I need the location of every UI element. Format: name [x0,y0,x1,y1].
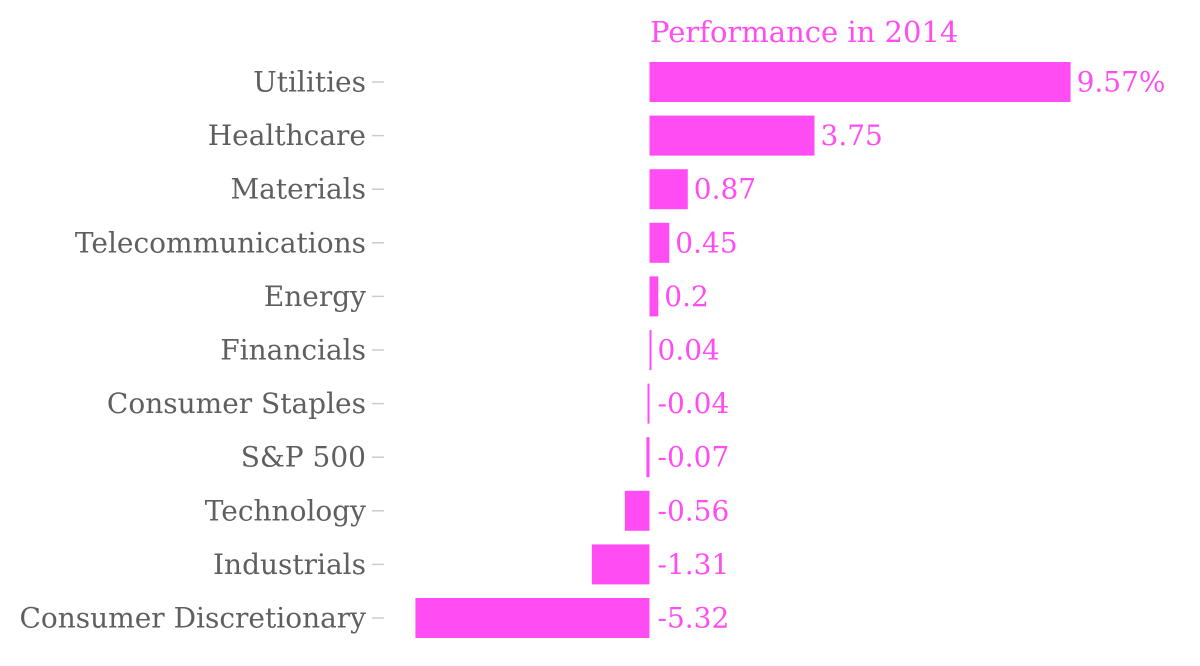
value-label-healthcare: 3.75 [821,119,883,152]
bars [415,62,1071,638]
value-label-industrials: -1.31 [658,548,730,581]
value-label-energy: 0.2 [664,280,709,313]
category-label-materials: Materials [230,173,366,206]
bar-materials [649,169,688,210]
value-label-utilities: 9.57% [1077,66,1166,99]
value-labels: 9.57% 3.75 0.87 0.45 0.2 0.04 -0.04 -0.07 -0.56 -… [658,66,1166,635]
category-label-financials: Financials [220,334,366,367]
category-label-industrials: Industrials [213,548,366,581]
value-label-materials: 0.87 [694,173,756,206]
bar-consumer-staples [647,383,650,424]
chart-title: Performance in 2014 [650,15,958,49]
category-label-s-p-500: S&P 500 [241,441,366,474]
value-label-s-p-500: -0.07 [658,441,730,474]
bar-healthcare [649,115,815,156]
value-label-consumer-staples: -0.04 [658,387,730,420]
bar-industrials [591,544,650,585]
bar-utilities [649,62,1071,102]
bar-s-p-500 [646,437,650,478]
category-ticks [372,81,384,619]
category-label-consumer-staples: Consumer Staples [107,387,366,420]
category-labels: Utilities Healthcare Materials Telecommunic… [19,66,366,635]
value-label-financials: 0.04 [658,334,720,367]
category-label-healthcare: Healthcare [208,119,366,152]
value-label-technology: -0.56 [658,494,730,527]
category-label-consumer-discretionary: Consumer Discretionary [19,602,366,635]
value-label-consumer-discretionary: -5.32 [658,602,730,635]
category-label-utilities: Utilities [253,66,366,99]
bar-financials [649,330,652,370]
category-label-technology: Technology [205,494,366,527]
bar-technology [624,490,650,531]
bar-energy [649,276,659,317]
category-label-energy: Energy [264,280,366,313]
value-label-telecommunications: 0.45 [675,226,737,259]
bar-consumer-discretionary [415,598,650,638]
bar-telecommunications [649,222,670,263]
category-label-telecommunications: Telecommunications [75,226,366,259]
